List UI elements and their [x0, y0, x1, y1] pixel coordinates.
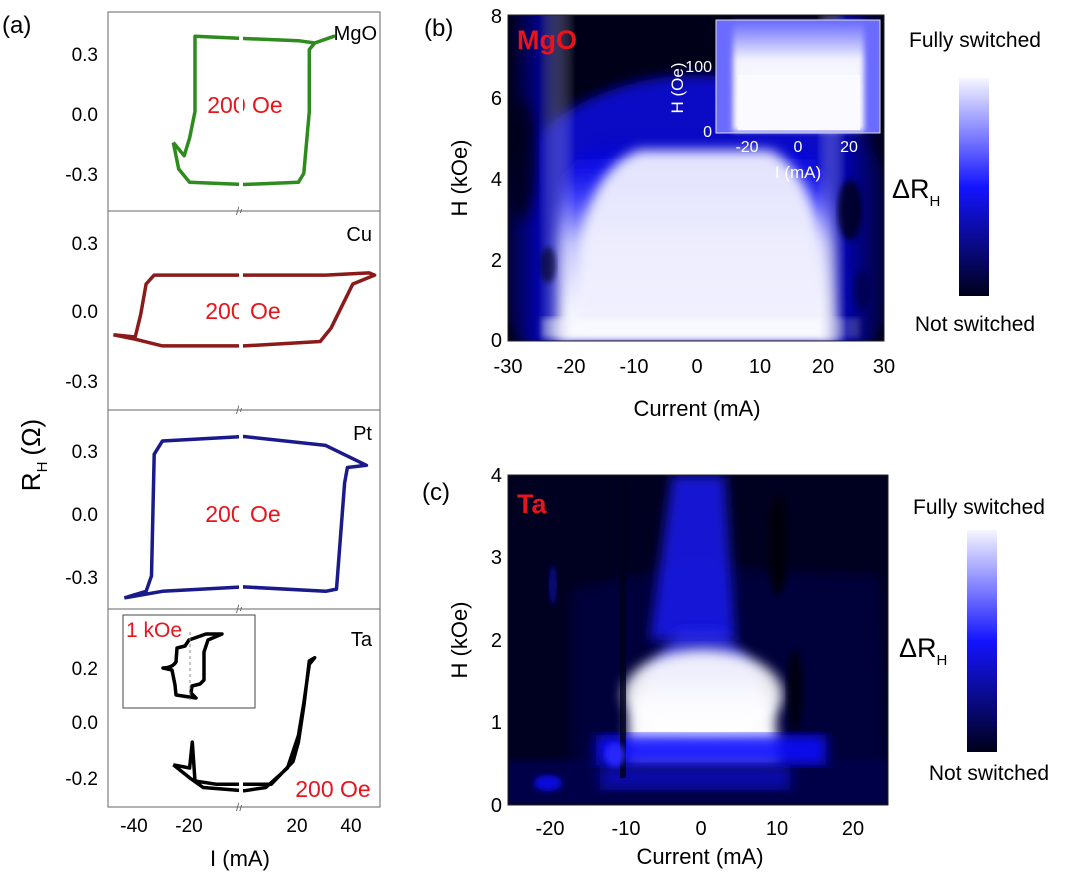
field-annotation: 200 Oe [207, 92, 282, 118]
x-tick-label: -20 [175, 816, 202, 837]
panel-b-label: (b) [424, 15, 453, 42]
panel-c-heatmap [508, 475, 888, 805]
inset-x-tick: -20 [735, 139, 758, 156]
material-label-cu: Cu [346, 224, 372, 246]
panel-c-colorbar: Fully switched Not switched ΔRH [899, 496, 1049, 785]
axis-break-gap [239, 412, 243, 607]
y-tick-label: 4 [491, 169, 502, 191]
y-tick-label: 0.3 [72, 234, 98, 255]
panel-c-axes: 0 1 2 3 4 -20 -10 0 10 20 Current (mA) H… [447, 465, 864, 869]
y-tick-label: 2 [491, 630, 502, 652]
panel-c-material: Ta [517, 489, 547, 519]
x-tick-label: 20 [842, 818, 864, 840]
material-label-pt: Pt [353, 423, 372, 445]
axis-break-mark: // [236, 403, 243, 417]
y-tick-label: 0.2 [72, 659, 98, 680]
y-tick-label: 6 [491, 88, 502, 110]
y-tick-label: 3 [491, 547, 502, 569]
panel-b-inset: 0 100 -20 0 20 I (mA) H (Oe) [668, 19, 881, 182]
x-tick-label: -10 [620, 356, 649, 378]
material-label-mgo: MgO [334, 23, 377, 45]
material-label-ta: Ta [351, 629, 373, 651]
inset-y-tick: 0 [703, 124, 712, 141]
panel-c-label: (c) [422, 479, 450, 506]
y-tick-label: 8 [491, 6, 502, 28]
colorbar-top-label: Fully switched [913, 496, 1045, 519]
colorbar-bottom-label: Not switched [915, 313, 1035, 336]
y-tick-label: 0 [491, 330, 502, 352]
x-tick-label: 20 [286, 816, 307, 837]
axis-break-gap [239, 213, 243, 408]
axis-break-mark: // [236, 800, 243, 814]
x-tick-label: 10 [766, 818, 788, 840]
ta-inset-loop [161, 632, 224, 700]
x-tick-label: -20 [536, 818, 565, 840]
x-tick-label: 0 [691, 356, 702, 378]
y-tick-label: -0.3 [65, 372, 98, 393]
panel-c-ylabel: H (kOe) [447, 602, 472, 679]
colorbar-top-label: Fully switched [909, 29, 1041, 52]
hysteresis-loop-cu [113, 271, 377, 348]
inset-x-tick: 20 [840, 139, 858, 156]
y-tick-label: -0.3 [65, 165, 98, 186]
x-tick-label: 30 [873, 356, 895, 378]
y-tick-label: 0.0 [72, 713, 98, 734]
x-tick-label: -40 [120, 816, 147, 837]
inset-x-tick: 0 [794, 139, 803, 156]
y-tick-label: -0.2 [65, 769, 98, 790]
axis-break-mark: // [236, 204, 243, 218]
colorbar-label: ΔRH [892, 174, 940, 210]
field-annotation: 200 Oe [295, 776, 370, 802]
panel-b-axes: 0 2 4 6 8 -30 -20 -10 0 10 20 30 Current… [447, 6, 895, 421]
colorbar-bottom-label: Not switched [929, 762, 1049, 785]
hysteresis-loop-pt [123, 434, 369, 600]
panel-b-frame [507, 14, 885, 342]
panel-b-material: MgO [517, 25, 577, 55]
panel-c-frame [507, 474, 889, 806]
panel-a-ylabel: RH(Ω) [16, 419, 51, 491]
ta-inset-field: 1 kOe [126, 619, 182, 642]
panel-b-colorbar: Fully switched Not switched ΔRH [892, 29, 1041, 336]
panel-b-heatmap [508, 15, 884, 341]
panel-b-xlabel: Current (mA) [633, 396, 760, 421]
y-tick-label: 1 [491, 712, 502, 734]
x-tick-label: 20 [812, 356, 834, 378]
hysteresis-loop-ta [172, 655, 317, 793]
axis-break-mark: // [236, 602, 243, 616]
panel-a-label: (a) [2, 12, 31, 39]
inset-y-tick: 100 [685, 59, 712, 76]
colorbar-gradient [959, 78, 989, 296]
x-tick-label: 10 [749, 356, 771, 378]
y-tick-label: 0.3 [72, 442, 98, 463]
ta-inset-frame [122, 614, 256, 709]
svg-text:RH(Ω): RH(Ω) [16, 419, 51, 491]
y-tick-label: 2 [491, 250, 502, 272]
y-tick-label: 0.0 [72, 505, 98, 526]
y-tick-label: -0.3 [65, 568, 98, 589]
x-tick-label: -10 [612, 818, 641, 840]
x-tick-label: -30 [494, 356, 523, 378]
colorbar-label: ΔRH [899, 633, 947, 669]
inset-ylabel: H (Oe) [668, 63, 687, 114]
panel-b-ylabel: H (kOe) [447, 140, 472, 217]
y-tick-label: 0.0 [72, 302, 98, 323]
x-tick-label: 0 [695, 818, 706, 840]
axis-break-gap [239, 14, 243, 209]
panel-a: // // // // 0.3 0.0 -0.3 0.3 0.0 -0.3 0.… [16, 11, 381, 871]
y-tick-label: 0.0 [72, 105, 98, 126]
panel-c-xlabel: Current (mA) [636, 844, 763, 869]
hysteresis-loop-mgo [171, 34, 336, 187]
y-tick-label: 4 [491, 465, 502, 487]
inset-xlabel: I (mA) [775, 163, 821, 182]
x-tick-label: -20 [557, 356, 586, 378]
colorbar-gradient [967, 530, 997, 752]
x-tick-label: 40 [340, 816, 361, 837]
y-tick-label: 0.3 [72, 45, 98, 66]
panel-a-xlabel: I (mA) [210, 846, 270, 871]
y-tick-label: 0 [491, 795, 502, 817]
